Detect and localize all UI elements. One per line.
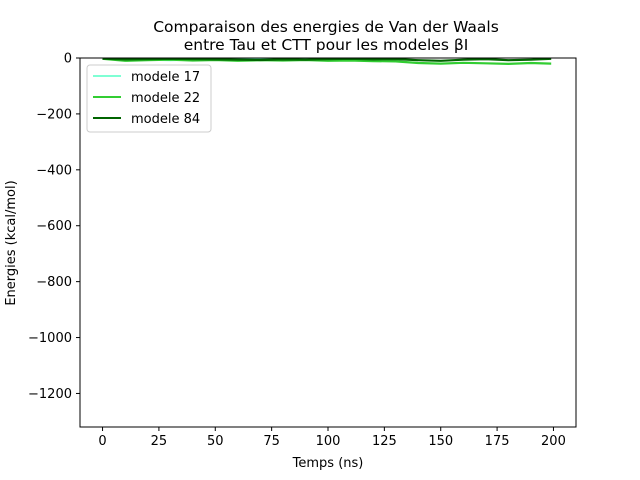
- legend: modele 17 modele 22 modele 84: [86, 64, 212, 133]
- y-tick-label: 0: [64, 52, 72, 67]
- y-tick-label: −1000: [28, 331, 72, 346]
- y-axis-label: Energies (kcal/mol): [4, 180, 19, 305]
- series-line-3: [102, 58, 552, 62]
- x-axis-label: Temps (ns): [292, 456, 364, 471]
- x-tick-label: 100: [316, 434, 341, 449]
- y-tick-label: −800: [36, 275, 72, 290]
- y-axis-ticks: 0 −200 −400 −600 −800 −1000 −1200: [28, 52, 80, 402]
- y-tick-label: −600: [36, 219, 72, 234]
- y-tick-label: −400: [36, 163, 72, 178]
- x-tick-label: 50: [207, 434, 224, 449]
- plot-lines: [102, 58, 552, 66]
- y-tick-label: −1200: [28, 387, 72, 402]
- legend-label: modele 17: [131, 70, 200, 85]
- x-tick-label: 25: [151, 434, 168, 449]
- x-tick-label: 125: [372, 434, 397, 449]
- legend-label: modele 84: [131, 112, 200, 127]
- x-tick-label: 150: [428, 434, 453, 449]
- y-tick-label: −200: [36, 107, 72, 122]
- x-tick-label: 200: [541, 434, 566, 449]
- x-tick-label: 0: [98, 434, 106, 449]
- legend-label: modele 22: [131, 91, 200, 106]
- legend-frame: [86, 64, 212, 133]
- chart-title-line1: Comparaison des energies de Van der Waal…: [153, 18, 499, 36]
- x-tick-label: 175: [485, 434, 510, 449]
- x-axis-ticks: 0 25 50 75 100 125 150 175 200: [98, 427, 566, 449]
- chart-title-line2: entre Tau et CTT pour les modeles βI: [184, 36, 469, 54]
- x-tick-label: 75: [263, 434, 280, 449]
